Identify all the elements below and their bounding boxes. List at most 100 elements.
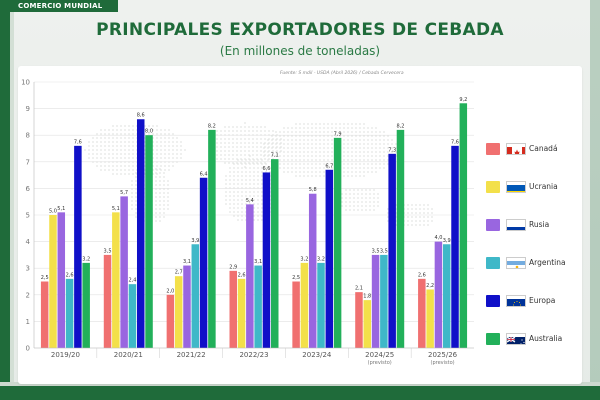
bar [459,103,468,348]
bar-value-label: 3,2 [300,256,308,262]
bar-value-label: 8,2 [208,123,216,129]
bar-value-label: 6,7 [325,163,333,169]
bar [49,215,57,348]
bar [174,276,183,348]
x-tick-label: 2024/25 [365,351,394,359]
bar-value-label: 8,2 [396,123,404,129]
bar [325,169,334,348]
bar [434,241,443,348]
bar [317,262,325,348]
bar [396,129,405,348]
legend-item-canada: Canadá [486,142,582,156]
bar [82,262,90,348]
left-accent-band [0,0,10,400]
legend-label-europe: Europa [529,296,556,305]
x-tick-label: 2025/26 [428,351,458,359]
legend-label-russia: Rusia [529,220,550,229]
eu-flag-icon [506,295,526,307]
x-tick-label: 2023/24 [302,351,332,359]
x-tick-label: 2019/20 [51,351,80,359]
canada-flag-icon [506,143,526,155]
legend-item-europe: Europa [486,294,582,308]
bar [166,294,175,348]
bar [254,265,262,348]
bar-value-label: 8,6 [137,113,145,119]
legend-swatch-ukraine [486,181,500,193]
argentina-flag-icon [506,257,526,269]
bar-value-label: 5,1 [57,206,65,212]
bar [183,265,191,348]
page-title: PRINCIPALES EXPORTADORES DE CEBADA [96,20,504,40]
bar [388,153,396,348]
legend-swatch-canada [486,143,500,155]
bar-value-label: 7,3 [388,147,396,153]
bar-value-label: 3,5 [372,248,380,254]
bar-value-label: 2,6 [66,272,74,278]
bar-value-label: 5,0 [49,209,57,215]
bar-value-label: 7,6 [451,139,459,145]
bar-value-label: 3,2 [82,256,90,262]
bar [74,145,82,348]
bar [237,278,246,348]
bar-value-label: 2,6 [418,272,426,278]
legend-swatch-russia [486,219,500,231]
x-tick-label: 2021/22 [177,351,206,359]
bar-value-label: 5,8 [309,187,317,193]
bar [292,281,300,348]
bar [103,254,112,348]
bar-value-label: 3,2 [317,256,325,262]
y-tick-label: 8 [26,132,30,140]
bar-value-label: 2,5 [41,275,49,281]
bar-value-label: 2,9 [229,264,237,270]
bottom-accent-band [0,386,600,400]
bar [120,196,128,348]
bar [145,135,153,348]
bar-value-label: 5,1 [112,206,120,212]
bar [418,278,426,348]
bar [355,292,363,348]
chart-legend: Canadá Ucrania Rusia Argentina Europa Au [486,128,582,358]
bar [229,270,237,348]
bar [333,137,342,348]
bar-value-label: 2,7 [175,270,183,276]
bar-value-label: 2,0 [166,288,174,294]
legend-label-canada: Canadá [529,144,558,153]
x-tick-sublabel: (previsto) [431,360,455,366]
bar [442,244,451,348]
russia-flag-icon [506,219,526,231]
legend-item-ukraine: Ucrania [486,180,582,194]
bar [371,254,380,348]
bar-value-label: 8,0 [145,129,153,135]
bar-value-label: 3,5 [380,248,388,254]
bar [208,129,216,348]
bar-value-label: 3,5 [104,248,112,254]
page-subtitle: (En millones de toneladas) [219,44,381,58]
bar-value-label: 7,9 [334,131,342,137]
bar-value-label: 3,9 [191,238,199,244]
legend-swatch-argentina [486,257,500,269]
bar-value-label: 6,4 [200,171,208,177]
legend-swatch-australia [486,333,500,345]
ukraine-flag-icon [506,181,526,193]
y-tick-label: 9 [26,105,30,113]
bar-value-label: 7,6 [74,139,82,145]
right-accent-band [590,0,600,400]
legend-item-australia: Australia [486,332,582,346]
bar-value-label: 2,1 [355,286,363,292]
bar [246,204,254,348]
bar [128,284,137,348]
bar-value-label: 1,8 [363,294,371,300]
y-tick-label: 10 [21,79,30,87]
source-note: Fuente: S mdil - USDA (Abril 2026) / Ceb… [280,71,404,76]
bar-value-label: 2,2 [426,283,434,289]
bar [451,145,459,348]
legend-item-russia: Rusia [486,218,582,232]
bar [380,254,388,348]
bar [65,278,74,348]
bar-value-label: 2,5 [292,275,300,281]
australia-flag-icon [506,333,526,345]
left-accent-band-light [10,0,14,400]
bar-value-label: 3,9 [443,238,451,244]
bar-value-label: 9,2 [459,97,467,103]
